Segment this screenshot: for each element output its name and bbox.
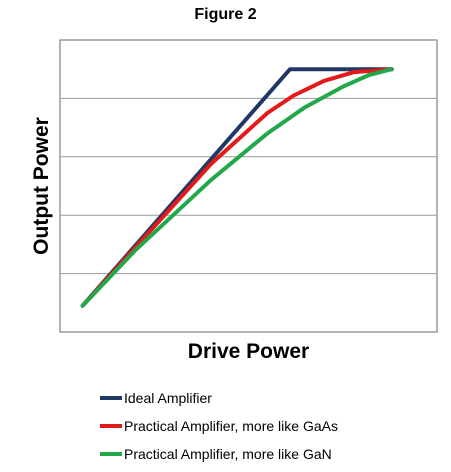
series-line-2 <box>80 67 394 308</box>
plot-area-frame <box>59 39 438 333</box>
figure-title: Figure 2 <box>194 6 257 23</box>
legend-item-2: Practical Amplifier, more like GaAs <box>100 416 338 436</box>
series-line-3 <box>80 67 394 308</box>
legend-label-1: Ideal Amplifier <box>124 390 212 406</box>
x-axis-label: Drive Power <box>187 340 310 363</box>
y-axis-label: Output Power <box>30 117 53 255</box>
legend-swatch-2 <box>100 424 122 428</box>
legend-swatch-1 <box>100 396 122 400</box>
legend-item-1: Ideal Amplifier <box>100 388 338 408</box>
legend-swatch-3 <box>100 452 122 456</box>
legend-label-2: Practical Amplifier, more like GaAs <box>124 418 338 434</box>
legend-item-3: Practical Amplifier, more like GaN <box>100 444 338 464</box>
legend: Ideal Amplifier Practical Amplifier, more… <box>100 388 338 472</box>
legend-label-3: Practical Amplifier, more like GaN <box>124 446 332 462</box>
